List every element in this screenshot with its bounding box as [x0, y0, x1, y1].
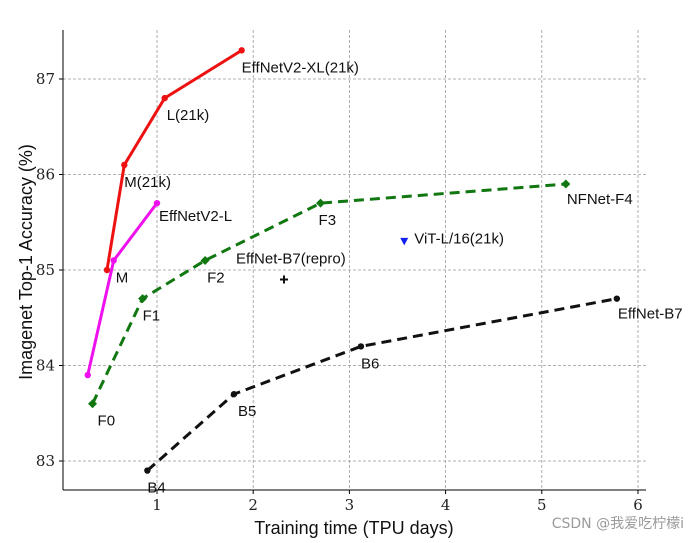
watermark: CSDN @我爱吃柠檬i [551, 516, 684, 532]
point-label: EffNet-B7(repro) [236, 251, 346, 268]
data-point [357, 343, 365, 350]
data-point [279, 275, 288, 284]
point-labels: M(21k) L(21k) EffNetV2-XL(21k) M EffNetV2-L F… [98, 59, 683, 496]
y-axis-title: Imagenet Top-1 Accuracy (%) [16, 144, 36, 380]
x-tick-label: 2 [248, 496, 258, 514]
point-label: B5 [238, 403, 256, 420]
series-effnet [144, 295, 621, 474]
data-point [103, 266, 111, 274]
data-point [316, 198, 326, 208]
ticks: 1 2 3 4 5 6 83 84 85 86 87 [36, 70, 643, 514]
point-label: B6 [361, 355, 379, 372]
point-label: F3 [319, 212, 337, 229]
y-tick-label: 85 [36, 261, 55, 279]
point-label: B4 [147, 480, 165, 497]
point-label: F0 [98, 413, 116, 430]
point-label: M [116, 269, 128, 286]
data-point [200, 255, 210, 265]
data-point [561, 179, 571, 189]
data-point [144, 467, 151, 474]
point-label: EffNetV2-XL(21k) [242, 59, 359, 76]
x-axis-title: Training time (TPU days) [254, 518, 453, 538]
series-effnetv2-21k [103, 47, 245, 274]
point-label: F1 [143, 308, 161, 325]
data-point [121, 161, 128, 169]
data-point [110, 257, 117, 264]
axes [62, 30, 646, 491]
series-line [91, 182, 566, 405]
data-point [400, 237, 409, 246]
y-tick-label: 87 [36, 70, 55, 88]
y-tick-label: 86 [36, 166, 55, 184]
series-effnetv2 [84, 199, 161, 379]
series-effnet-b7-repro [279, 275, 288, 284]
x-tick-label: 3 [345, 496, 355, 514]
x-tick-label: 5 [537, 496, 547, 514]
point-label: F2 [207, 269, 225, 286]
point-label: EffNet-B7 [618, 306, 683, 323]
x-tick-label: 6 [633, 496, 643, 514]
data-point [230, 390, 238, 398]
data-point [613, 295, 621, 302]
point-label: M(21k) [124, 174, 171, 191]
data-point [238, 47, 245, 54]
point-label: EffNetV2-L [159, 208, 232, 225]
point-label: NFNet-F4 [567, 191, 633, 208]
y-tick-label: 84 [36, 357, 55, 375]
point-label: ViT-L/16(21k) [414, 230, 504, 247]
series [84, 47, 621, 474]
series-nfnet [88, 179, 571, 409]
data-point [138, 294, 148, 304]
data-point [84, 371, 91, 379]
series-line [105, 49, 243, 271]
grid [63, 30, 646, 490]
x-tick-label: 1 [152, 496, 162, 514]
data-point [88, 399, 98, 409]
data-point [153, 199, 161, 207]
y-tick-label: 83 [36, 452, 55, 470]
series-line [86, 202, 159, 376]
series-line [146, 297, 618, 472]
data-point [161, 94, 168, 102]
x-tick-label: 4 [441, 496, 451, 514]
point-label: L(21k) [167, 107, 210, 124]
series-vit-l-16-21k [400, 237, 409, 246]
